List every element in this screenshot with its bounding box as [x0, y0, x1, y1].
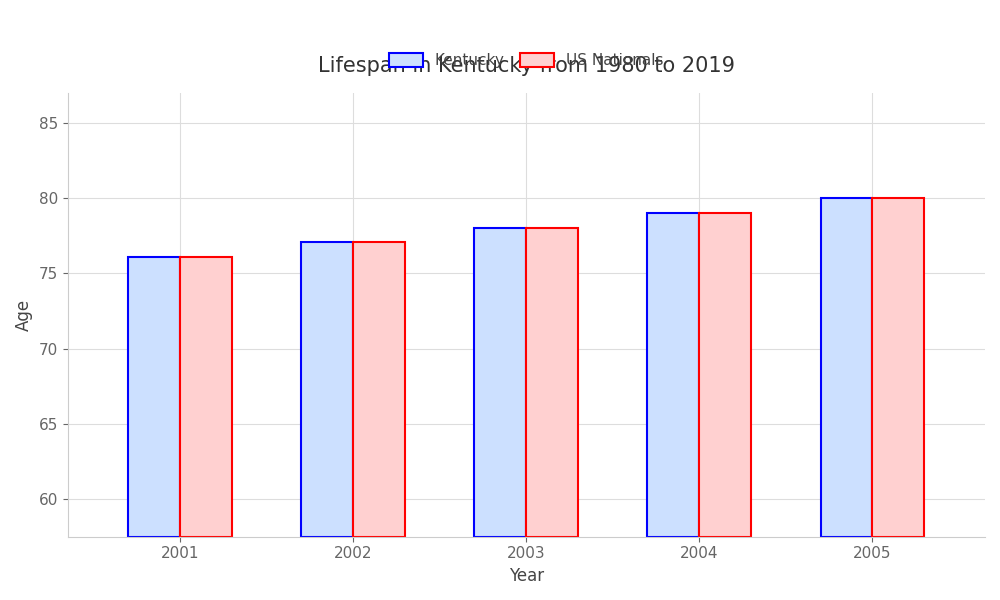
X-axis label: Year: Year	[509, 567, 544, 585]
Bar	[647, 213, 699, 537]
Bar	[872, 198, 924, 537]
Bar	[821, 198, 872, 537]
Bar	[180, 257, 232, 537]
Bar	[128, 257, 180, 537]
Bar	[353, 242, 405, 537]
Y-axis label: Age: Age	[15, 299, 33, 331]
Title: Lifespan in Kentucky from 1980 to 2019: Lifespan in Kentucky from 1980 to 2019	[318, 56, 735, 76]
Bar	[301, 242, 353, 537]
Bar	[474, 228, 526, 537]
Bar	[526, 228, 578, 537]
Bar	[699, 213, 751, 537]
Legend: Kentucky, US Nationals: Kentucky, US Nationals	[383, 47, 670, 74]
